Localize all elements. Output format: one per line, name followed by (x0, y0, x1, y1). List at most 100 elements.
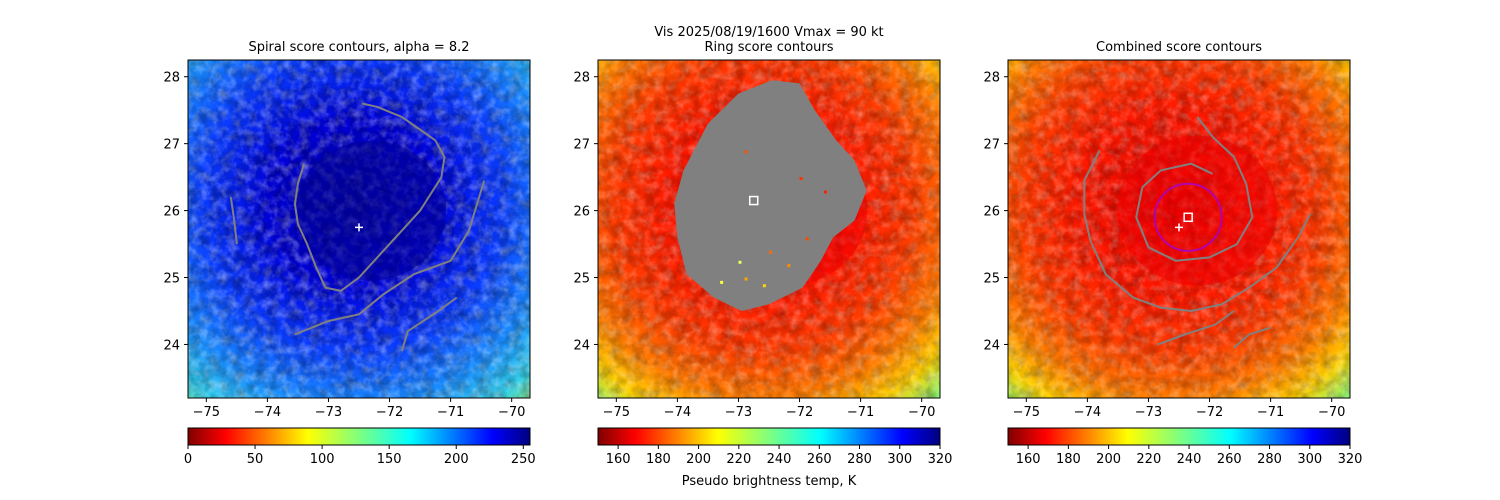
panel-title: Spiral score contours, alpha = 8.2 (248, 40, 469, 55)
ring-score-mask (674, 80, 867, 311)
eye-region (1117, 135, 1278, 286)
x-tick-label: −73 (725, 405, 752, 420)
colorbar-tick-label: 160 (1016, 452, 1041, 467)
plot-area (1008, 60, 1350, 398)
y-tick-label: 25 (163, 272, 180, 287)
colorbar: 0 50 100 150 200 250 (184, 427, 536, 467)
x-tick-label: −72 (786, 405, 813, 420)
x-tick-label: −70 (1318, 405, 1345, 420)
colorbar-tick-label: 100 (310, 452, 335, 467)
colorbar-tick-label: 50 (247, 452, 264, 467)
x-tick-label: −71 (1257, 405, 1284, 420)
score-contour (1083, 149, 1312, 313)
colorbar-tick-label: 280 (847, 452, 872, 467)
colorbar-frame (597, 427, 941, 446)
colorbar-gradient (1008, 428, 1350, 445)
mask-speckle (823, 190, 827, 194)
x-tick-label: −75 (1013, 405, 1040, 420)
colorbar-tick-label: 200 (444, 452, 469, 467)
x-tick-label: −70 (498, 405, 525, 420)
center-marker-square (1183, 212, 1193, 223)
colorbar-tick-label: 220 (726, 452, 751, 467)
y-tick-label: 28 (163, 71, 180, 86)
y-tick-label: 27 (983, 138, 1000, 153)
y-tick-label: 26 (983, 205, 1000, 220)
mask-speckle (787, 264, 791, 268)
mask-speckle (744, 277, 748, 281)
eye-region (296, 140, 447, 281)
colorbar-tick-label: 0 (184, 452, 192, 467)
score-contour (229, 197, 238, 245)
x-tick-label: −72 (376, 405, 403, 420)
x-tick-label: −73 (315, 405, 342, 420)
score-contour (400, 296, 458, 352)
score-contour (1157, 310, 1235, 346)
mask-speckle (744, 150, 748, 154)
y-tick-label: 25 (983, 272, 1000, 287)
colorbar-frame (187, 427, 531, 446)
score-contour (1135, 116, 1254, 262)
x-tick-label: −71 (847, 405, 874, 420)
panel-title: Ring score contours (704, 40, 833, 55)
colorbar-tick-label: 180 (1056, 452, 1081, 467)
y-tick-label: 27 (573, 138, 590, 153)
mask-speckle (762, 284, 766, 288)
colorbar-gradient (598, 428, 940, 445)
y-tick-label: 24 (163, 338, 180, 353)
axes-frame (1007, 59, 1351, 399)
x-tick-label: −73 (1135, 405, 1162, 420)
mask-speckle (720, 280, 724, 284)
colorbar-tick-label: 150 (377, 452, 402, 467)
center-marker-plus (355, 223, 363, 232)
colorbar-tick-label: 260 (1217, 452, 1242, 467)
score-contour (293, 102, 446, 292)
colorbar-tick-label: 240 (1177, 452, 1202, 467)
score-contour (1233, 326, 1271, 349)
y-tick-label: 24 (983, 338, 1000, 353)
colorbar-tick-label: 240 (767, 452, 792, 467)
panel-2: Ring score contours −75 −74 −73 −72 −71 −70 24 2… (573, 40, 952, 467)
panel-title: Combined score contours (1096, 40, 1262, 55)
x-tick-label: −74 (1074, 405, 1101, 420)
colorbar-tick-label: 300 (1297, 452, 1322, 467)
mask-speckles (720, 150, 827, 288)
x-tick-label: −74 (254, 405, 281, 420)
score-contour (294, 180, 486, 336)
colorbar-tick-label: 260 (807, 452, 832, 467)
colorbar-frame (1007, 427, 1351, 446)
colorbar-tick-label: 320 (928, 452, 953, 467)
mask-speckle (738, 260, 742, 264)
panel-1: Spiral score contours, alpha = 8.2 −75 −74… (163, 40, 535, 467)
y-tick-label: 24 (573, 338, 590, 353)
colorbar-label: Pseudo brightness temp, K (682, 474, 857, 489)
y-tick-label: 28 (573, 71, 590, 86)
y-tick-label: 28 (983, 71, 1000, 86)
center-marker-square (748, 195, 759, 206)
x-tick-label: −75 (193, 405, 220, 420)
colorbar-tick-label: 250 (511, 452, 536, 467)
colorbar: 160 180 200 220 240 260 280 300 320 (1007, 427, 1363, 467)
colorbar: 160 180 200 220 240 260 280 300 320 (597, 427, 953, 467)
mask-speckle (769, 250, 772, 254)
fit-circle (1153, 182, 1223, 252)
colorbar-tick-label: 220 (1136, 452, 1161, 467)
mask-speckle (805, 237, 809, 241)
colorbar-tick-label: 300 (887, 452, 912, 467)
colorbar-tick-label: 160 (606, 452, 631, 467)
plot-area (188, 60, 530, 398)
colorbar-tick-label: 320 (1338, 452, 1363, 467)
y-tick-label: 25 (573, 272, 590, 287)
panel-3: Combined score contours −75 −74 −73 −72 −71 −7… (983, 40, 1362, 467)
colorbar-tick-label: 200 (686, 452, 711, 467)
plot-area (598, 60, 940, 398)
x-tick-label: −72 (1196, 405, 1223, 420)
y-tick-label: 27 (163, 138, 180, 153)
center-marker-plus (1175, 223, 1183, 232)
axes-frame (597, 59, 941, 399)
colorbar-tick-label: 200 (1096, 452, 1121, 467)
figure-suptitle: Vis 2025/08/19/1600 Vmax = 90 kt (654, 25, 883, 40)
y-tick-label: 26 (163, 205, 180, 220)
x-tick-label: −71 (437, 405, 464, 420)
x-tick-label: −75 (603, 405, 630, 420)
